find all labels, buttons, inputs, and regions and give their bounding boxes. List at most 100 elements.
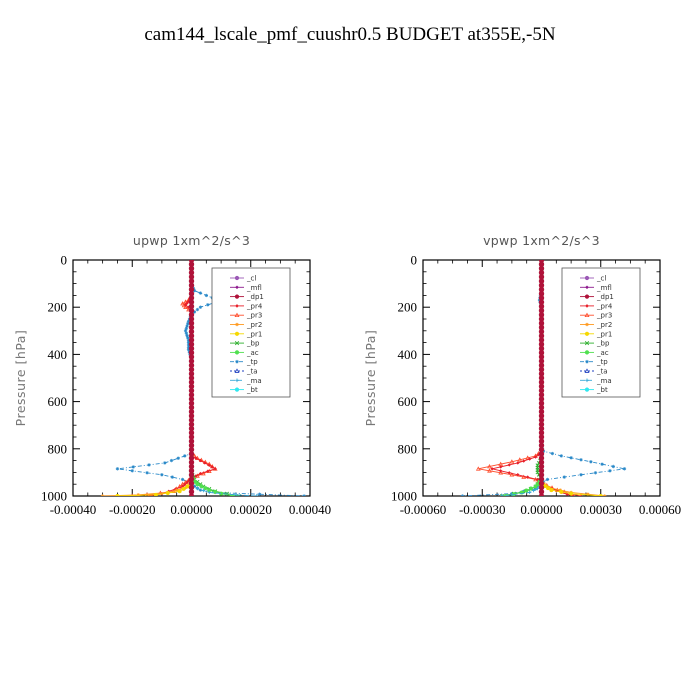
legend-marker — [585, 285, 589, 290]
series-point — [130, 469, 134, 473]
series-pr1 — [115, 260, 194, 496]
series-point — [195, 307, 200, 312]
legend-label: _ma — [246, 377, 262, 385]
series-point — [533, 484, 538, 489]
series-point — [559, 489, 564, 494]
series-point — [186, 340, 191, 345]
legend-label: _pr2 — [246, 321, 262, 329]
legend-entry-pr4: _pr4 — [580, 302, 613, 310]
series-point — [507, 471, 511, 475]
series-point — [507, 463, 511, 467]
series-point — [188, 493, 195, 496]
series-line — [117, 283, 305, 496]
series-point — [554, 488, 559, 493]
series-point — [204, 293, 209, 298]
legend-label: _mfl — [246, 284, 262, 292]
series-point — [586, 492, 590, 496]
series-point — [535, 470, 540, 475]
y-tick-label: 600 — [48, 394, 68, 409]
x-tick-label: 0.00020 — [230, 502, 272, 517]
y-tick-label: 400 — [48, 347, 68, 362]
legend-marker — [584, 368, 590, 373]
legend-label: _pr3 — [246, 312, 262, 320]
series-point — [186, 322, 190, 326]
series-point — [546, 486, 551, 491]
series-point — [201, 488, 206, 493]
legend-label: _pr1 — [596, 330, 612, 338]
series-pr3 — [130, 260, 218, 496]
legend-marker — [235, 285, 239, 290]
series-point — [579, 473, 583, 477]
series-point — [153, 492, 158, 496]
series-point — [210, 465, 214, 469]
legend-box — [211, 267, 291, 398]
series-point — [500, 494, 504, 496]
legend-entry-ac: _ac — [580, 349, 609, 357]
legend-entry-mfl: _mfl — [580, 284, 612, 292]
series-point — [535, 486, 540, 491]
series-point — [257, 492, 262, 496]
y-tick-label: 600 — [398, 394, 418, 409]
series-point — [516, 473, 520, 477]
legend-label: _bt — [596, 386, 608, 394]
series-point — [145, 471, 149, 475]
legend-box — [561, 267, 641, 398]
series-point — [531, 488, 536, 493]
series-dp1 — [188, 260, 195, 496]
legend-entry-pr1: _pr1 — [230, 330, 262, 338]
series-point — [622, 467, 627, 471]
series-point — [234, 493, 238, 496]
legend-entry-pr3: _pr3 — [580, 312, 612, 320]
legend-entry-dp1: _dp1 — [580, 293, 614, 301]
series-point — [160, 473, 164, 477]
legend-entry-ta: _ta — [580, 368, 608, 376]
series-line — [117, 260, 192, 496]
series-point — [200, 471, 206, 476]
series-point — [185, 333, 189, 338]
legend-entry-dp1: _dp1 — [230, 293, 264, 301]
series-point — [533, 487, 538, 491]
series-point — [177, 489, 182, 494]
x-tick-label: 0.00000 — [520, 502, 562, 517]
series-point — [131, 465, 135, 469]
legend-marker — [234, 312, 240, 318]
legend-marker — [235, 378, 239, 383]
series-point — [198, 488, 203, 492]
x-tick-label: -0.00040 — [50, 502, 97, 517]
series-point — [558, 488, 562, 492]
legend-entry-mfl: _mfl — [230, 284, 262, 292]
series-point — [213, 467, 217, 471]
legend-label: _pr4 — [246, 302, 263, 310]
series-point — [608, 469, 612, 473]
series-point — [194, 474, 198, 478]
series-point — [183, 482, 187, 487]
series-point — [571, 494, 575, 496]
series-point — [533, 455, 538, 459]
series-point — [528, 486, 533, 491]
legend-label: _ac — [246, 349, 259, 357]
series-point — [569, 456, 573, 460]
legend-entry-bt: _bt — [580, 386, 608, 394]
series-point — [536, 453, 541, 457]
series-point — [198, 458, 203, 463]
legend-entry-ma: _ma — [580, 377, 612, 385]
series-point — [198, 471, 203, 476]
legend-label: _bt — [246, 386, 258, 394]
series-point — [302, 494, 306, 496]
series-point — [185, 324, 189, 328]
series-point — [203, 486, 208, 491]
series-point — [603, 494, 607, 496]
series-line — [501, 260, 543, 496]
series-point — [600, 462, 604, 466]
series-point — [550, 451, 555, 456]
series-point — [115, 494, 120, 496]
legend-marker — [585, 322, 589, 327]
series-point — [598, 494, 603, 496]
legend-label: _pr3 — [596, 312, 612, 320]
series-point — [562, 475, 566, 479]
series-point — [206, 303, 210, 307]
series-point — [147, 463, 151, 467]
series-point — [516, 461, 520, 465]
chart-panel-2: vpwp 1xm^2/s^3 Pressure [hPa] 0 200 400 600 80… — [363, 233, 681, 517]
legend-label: _ma — [596, 377, 612, 385]
